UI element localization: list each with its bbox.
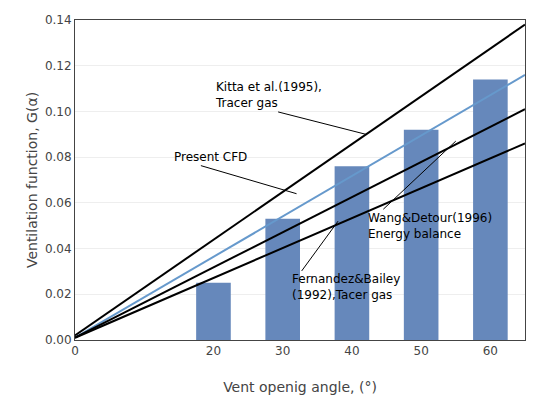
svg-text:50: 50 (414, 344, 429, 358)
svg-text:0.12: 0.12 (45, 59, 72, 73)
svg-text:Ventilation function, G(α): Ventilation function, G(α) (24, 92, 40, 268)
svg-text:Kitta et al.(1995),Tracer gas: Kitta et al.(1995),Tracer gas (215, 80, 322, 110)
svg-text:0.02: 0.02 (45, 287, 72, 301)
svg-text:20: 20 (206, 344, 221, 358)
svg-text:60: 60 (483, 344, 498, 358)
svg-text:Vent openig angle, (°): Vent openig angle, (°) (223, 379, 377, 395)
svg-text:Fernandez&Bailey(1992),Tacer g: Fernandez&Bailey(1992),Tacer gas (292, 272, 400, 302)
svg-text:40: 40 (344, 344, 359, 358)
svg-text:0.10: 0.10 (45, 105, 72, 119)
svg-text:0: 0 (71, 344, 79, 358)
svg-text:0.04: 0.04 (45, 242, 72, 256)
svg-text:Present CFD: Present CFD (174, 150, 247, 164)
svg-text:30: 30 (275, 344, 290, 358)
svg-text:Wang&Detour(1996)Energy balanc: Wang&Detour(1996)Energy balance (368, 211, 492, 241)
svg-text:0.06: 0.06 (45, 196, 72, 210)
svg-text:0.14: 0.14 (45, 13, 72, 27)
svg-text:0.00: 0.00 (45, 333, 72, 347)
svg-text:0.08: 0.08 (45, 150, 72, 164)
